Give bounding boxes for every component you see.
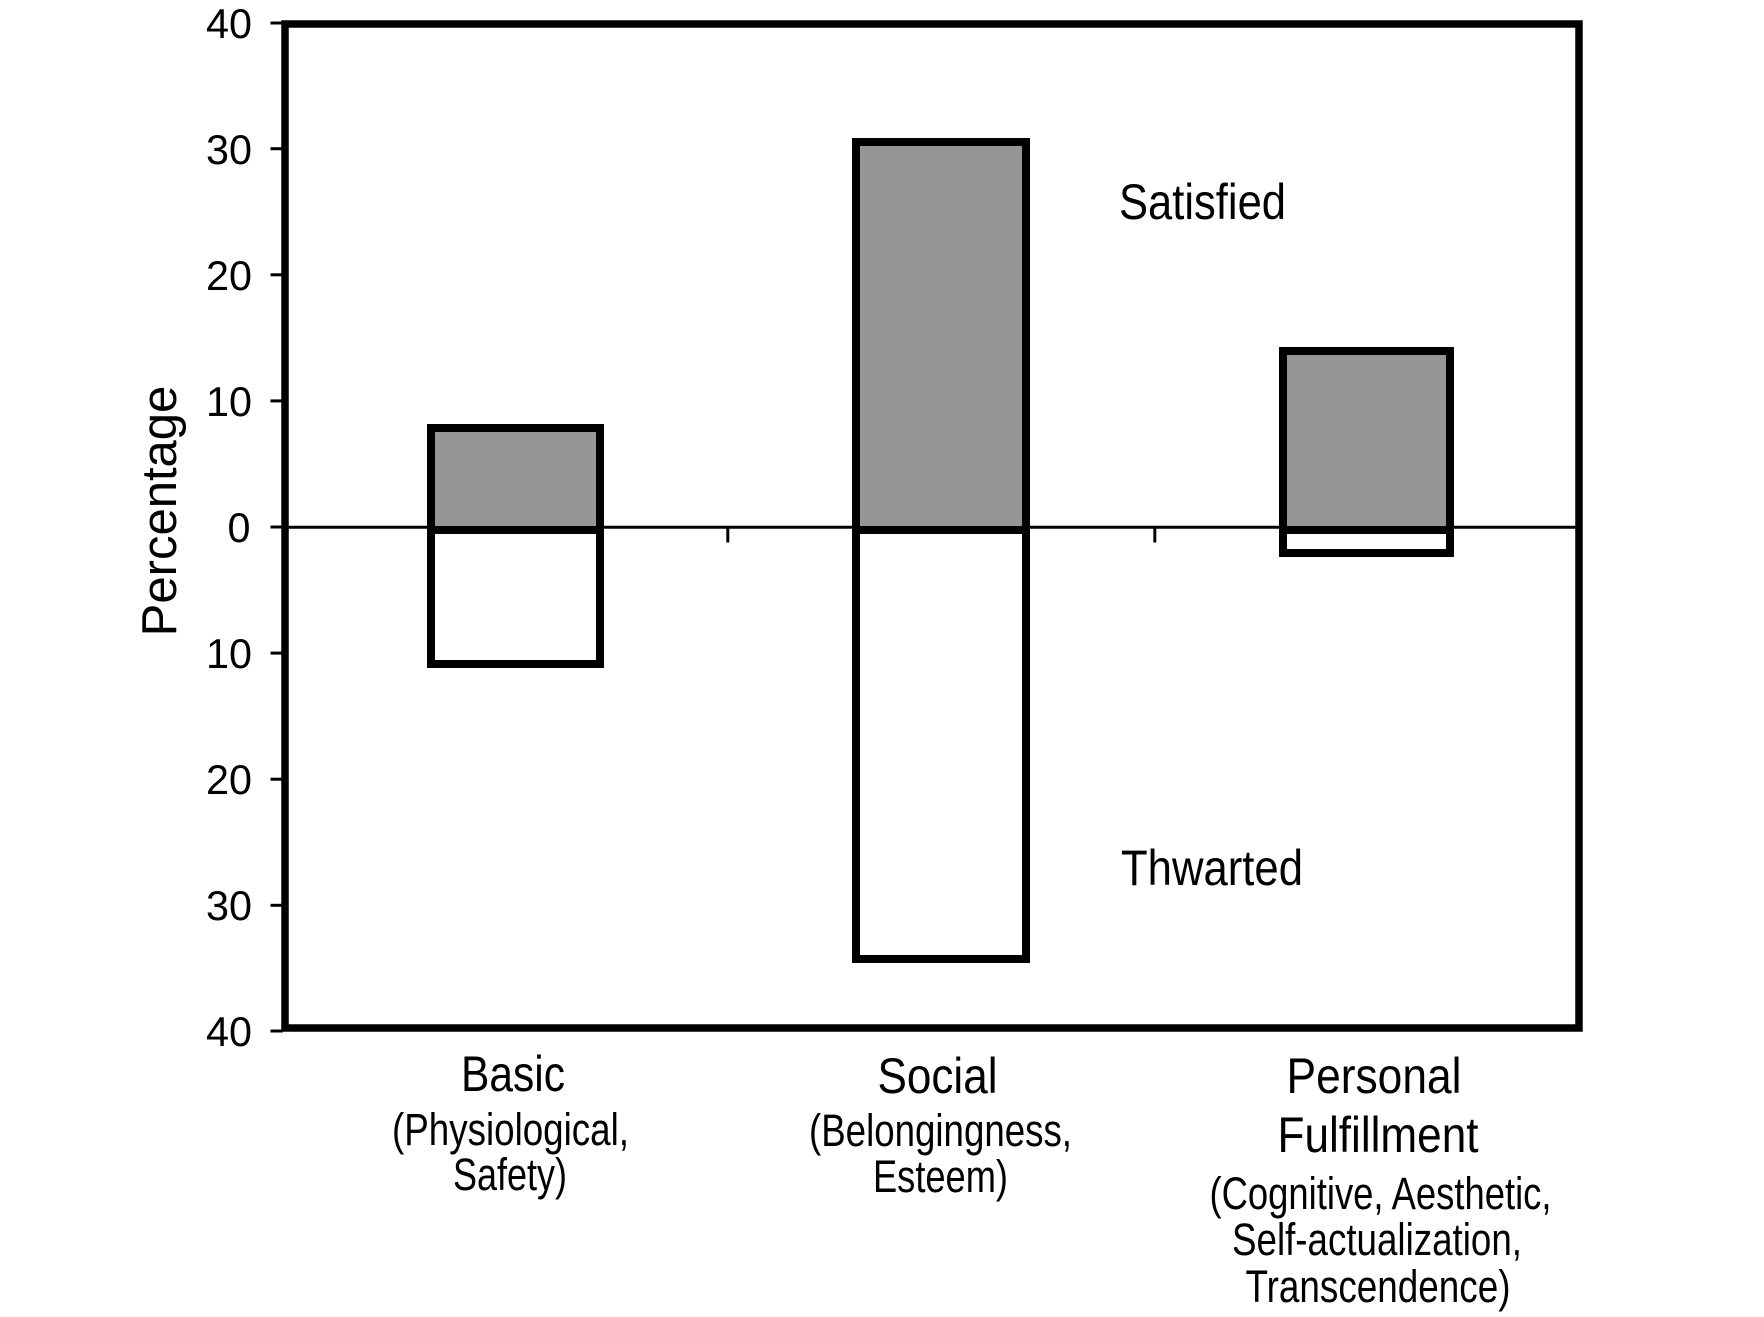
svg-text:(Belongingness,: (Belongingness, <box>809 1105 1072 1156</box>
svg-text:Basic: Basic <box>461 1046 565 1102</box>
svg-text:10: 10 <box>206 630 252 677</box>
svg-text:Personal: Personal <box>1287 1048 1462 1104</box>
svg-text:40: 40 <box>206 1008 252 1055</box>
svg-text:10: 10 <box>206 378 252 425</box>
svg-text:0: 0 <box>228 504 251 551</box>
svg-text:Esteem): Esteem) <box>873 1151 1008 1202</box>
svg-text:Thwarted: Thwarted <box>1121 840 1303 896</box>
svg-text:20: 20 <box>206 756 252 803</box>
svg-text:Percentage: Percentage <box>133 386 187 637</box>
svg-text:20: 20 <box>206 252 252 299</box>
svg-text:Fulfillment: Fulfillment <box>1278 1107 1479 1163</box>
svg-text:Social: Social <box>878 1048 998 1104</box>
svg-text:30: 30 <box>206 882 252 929</box>
svg-text:Satisfied: Satisfied <box>1119 174 1286 230</box>
svg-text:40: 40 <box>206 0 252 47</box>
svg-text:(Physiological,: (Physiological, <box>392 1104 629 1155</box>
svg-text:Self-actualization,: Self-actualization, <box>1232 1214 1522 1265</box>
svg-text:30: 30 <box>206 126 252 173</box>
svg-text:Safety): Safety) <box>453 1149 567 1200</box>
svg-text:(Cognitive, Aesthetic,: (Cognitive, Aesthetic, <box>1210 1168 1552 1219</box>
svg-text:Transcendence): Transcendence) <box>1246 1261 1511 1312</box>
